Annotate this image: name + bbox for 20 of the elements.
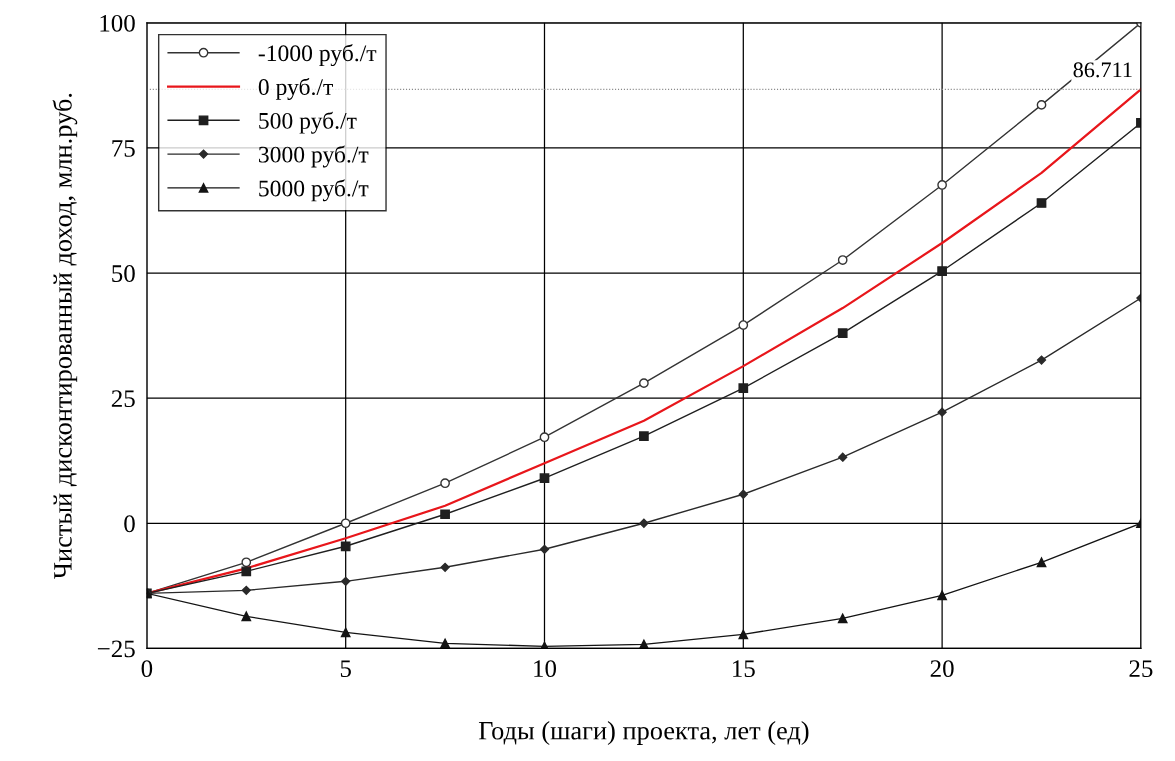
x-tick-label: 10	[534, 660, 557, 678]
y-tick-label: 50	[112, 265, 135, 282]
ref-line-label: 86.711	[1073, 62, 1132, 78]
x-tick-label: 5	[340, 660, 351, 678]
x-tick-label: 25	[1129, 660, 1153, 678]
x-tick-label: 15	[733, 660, 755, 678]
y-tick-label: −25	[97, 640, 135, 658]
y-tick-label: 25	[111, 390, 135, 408]
legend-label: 0 руб./т	[258, 77, 333, 100]
x-tick-label: 20	[930, 660, 954, 678]
x-axis-title: Годы (шаги) проекта, лет (ед)	[478, 721, 809, 745]
legend-label: 500 руб./т	[259, 111, 357, 134]
y-tick-label: 0	[124, 515, 135, 533]
y-tick-label: 75	[112, 140, 135, 157]
x-tick-label: 0	[141, 660, 153, 678]
legend-label: 5000 руб./т	[259, 179, 369, 202]
y-tick-label: 100	[100, 14, 135, 32]
y-axis-title: Чистый дисконтированный доход, млн.руб.	[52, 93, 78, 579]
legend-label: 3000 руб./т	[258, 145, 369, 168]
legend-label: -1000 руб./т	[258, 44, 377, 67]
